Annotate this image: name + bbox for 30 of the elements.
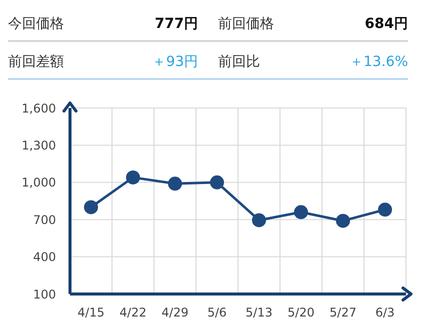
point	[126, 170, 140, 184]
point	[336, 214, 350, 228]
y-tick-label: 1,600	[22, 101, 56, 116]
point	[210, 175, 224, 190]
point	[84, 200, 98, 214]
x-tick-label: 5/27	[330, 306, 356, 320]
text: 前回差額	[8, 53, 64, 71]
y-tick-label: 1,000	[22, 176, 56, 190]
text: 前回価格	[218, 15, 274, 33]
x-tick-label: 5/6	[207, 306, 227, 320]
text: ＋13.6%	[350, 53, 408, 71]
x-tick-label: 4/22	[120, 306, 146, 320]
text: 今回価格	[8, 15, 64, 33]
point	[294, 205, 308, 220]
text: ＋93円	[152, 53, 198, 71]
point	[252, 213, 266, 228]
text: 777円	[154, 15, 198, 33]
y-tick-label: 1,300	[22, 138, 56, 152]
point	[168, 176, 182, 191]
point	[378, 202, 392, 217]
x-tick-label: 5/13	[246, 306, 272, 320]
y-tick-label: 700	[33, 212, 56, 227]
text: 684円	[364, 15, 408, 33]
y-tick-label: 100	[33, 287, 56, 302]
text: 前回比	[218, 53, 260, 71]
x-tick-label: 6/3	[375, 306, 395, 320]
x-tick-label: 5/20	[288, 306, 314, 320]
x-tick-label: 4/29	[162, 306, 188, 320]
x-tick-label: 4/15	[78, 306, 104, 320]
y-tick-label: 400	[33, 250, 56, 264]
